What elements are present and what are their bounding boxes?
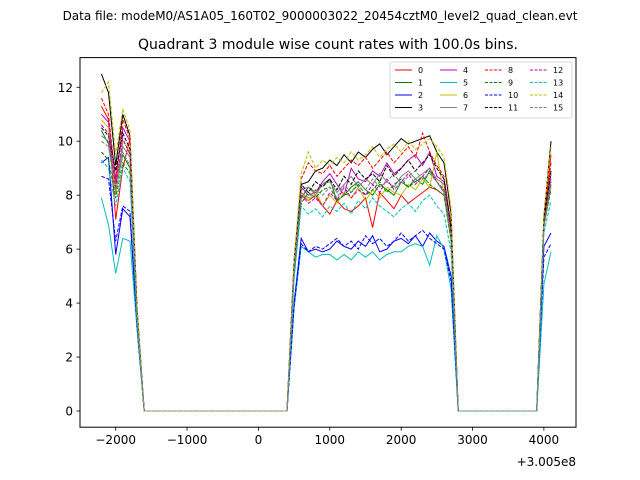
legend-label-7: 7 (463, 104, 468, 113)
legend-label-14: 14 (553, 91, 563, 100)
legend-label-13: 13 (553, 79, 563, 88)
x-tick-label: 3000 (457, 433, 488, 447)
y-tick-label: 12 (58, 81, 73, 95)
legend-label-11: 11 (508, 104, 518, 113)
legend-label-10: 10 (508, 91, 518, 100)
x-tick-label: 0 (255, 433, 263, 447)
legend-label-6: 6 (463, 91, 468, 100)
y-tick-label: 0 (65, 405, 73, 419)
legend-label-5: 5 (463, 79, 468, 88)
x-tick-label: 2000 (386, 433, 417, 447)
plot-lines (100, 73, 552, 412)
y-tick-label: 10 (58, 135, 73, 149)
axes-frame (79, 57, 577, 428)
legend-label-1: 1 (418, 79, 423, 88)
x-tick-label: 1000 (315, 433, 346, 447)
y-tick-label: 4 (65, 297, 73, 311)
y-tick-label: 8 (65, 189, 73, 203)
x-offset-label: +3.005e8 (517, 455, 576, 469)
legend-label-2: 2 (418, 91, 423, 100)
legend-label-4: 4 (463, 66, 468, 75)
legend-box (389, 61, 573, 119)
legend-label-0: 0 (418, 66, 423, 75)
legend-label-3: 3 (418, 104, 423, 113)
series-line-15 (101, 140, 552, 412)
y-tick-label: 6 (65, 243, 73, 257)
series-line-13 (101, 159, 552, 412)
legend-label-12: 12 (553, 66, 563, 75)
y-tick-label: 2 (65, 351, 73, 365)
chart-title: Quadrant 3 module wise count rates with … (138, 37, 518, 53)
x-tick-label: −1000 (167, 433, 208, 447)
x-tick-label: 4000 (529, 433, 560, 447)
figure-suptitle: Data file: modeM0/AS1A05_160T02_90000030… (63, 9, 578, 23)
legend-label-8: 8 (508, 66, 513, 75)
x-tick-label: −2000 (95, 433, 136, 447)
legend-label-9: 9 (508, 79, 513, 88)
legend-label-15: 15 (553, 104, 563, 113)
